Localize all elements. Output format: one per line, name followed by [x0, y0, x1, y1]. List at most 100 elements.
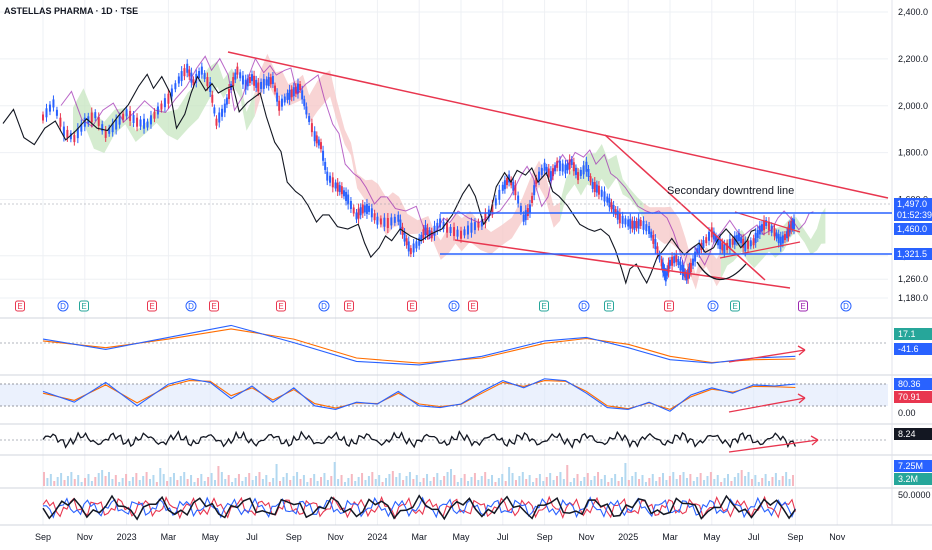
x-tick-label: Jul: [748, 532, 760, 542]
candle-body: [635, 221, 638, 229]
candle-body: [777, 234, 780, 244]
volume-bar: [323, 473, 326, 486]
candle-body: [433, 225, 436, 236]
event-marker-earnings-red[interactable]: E: [664, 300, 674, 312]
event-marker-earnings-green[interactable]: E: [539, 300, 549, 312]
secondary-downtrend-line: [604, 134, 766, 281]
event-marker-earnings-purple[interactable]: E: [798, 300, 808, 312]
momentum-arrow: [728, 439, 819, 453]
volume-bar: [716, 475, 719, 486]
candle-body: [629, 218, 632, 229]
candle-body: [650, 231, 653, 238]
volume-bar: [330, 476, 333, 486]
candle-body: [313, 131, 316, 142]
volume-bar: [744, 476, 747, 486]
candle-body: [679, 261, 682, 271]
macd-value-tag-bg: [894, 328, 932, 340]
volume-bar: [234, 478, 237, 486]
candle-body: [681, 264, 684, 275]
x-tick-label: 2025: [618, 532, 638, 542]
candle-body: [747, 240, 750, 249]
volume-bar: [316, 481, 319, 486]
candle-body: [45, 108, 48, 118]
candle-body: [600, 189, 603, 197]
y-tick-label: 2,000.0: [898, 101, 928, 111]
volume-bar: [658, 477, 661, 486]
x-tick-label: May: [452, 532, 470, 542]
event-marker-earnings-red[interactable]: E: [276, 300, 286, 312]
volume-bar: [90, 481, 93, 486]
volume-bar: [583, 477, 586, 486]
volume-bar: [398, 473, 401, 486]
candle-body: [436, 222, 439, 231]
candle-body: [125, 109, 128, 117]
volume-bar: [494, 482, 497, 486]
volume-bar: [538, 474, 541, 486]
volume-bar: [241, 481, 244, 486]
volume-bar: [53, 481, 56, 486]
drawings[interactable]: [0, 51, 892, 289]
volume-bar: [227, 475, 230, 486]
candle-body: [324, 161, 327, 170]
event-marker-earnings-red[interactable]: E: [147, 300, 157, 312]
event-label: E: [541, 302, 546, 311]
volume-bar: [169, 477, 172, 486]
event-marker-dividend[interactable]: D: [707, 300, 719, 312]
candle-body: [669, 259, 671, 266]
event-marker-dividend[interactable]: D: [578, 300, 590, 312]
candle-body: [73, 135, 76, 143]
candle-body: [340, 186, 343, 195]
volume-bar: [631, 476, 634, 486]
event-label: E: [346, 302, 351, 311]
candle-body: [728, 239, 731, 250]
event-marker-dividend[interactable]: D: [448, 300, 460, 312]
earnings-marker-box: [798, 300, 808, 312]
candle-body: [188, 69, 191, 77]
volume-bar: [326, 480, 329, 486]
volume-bar: [785, 472, 788, 486]
volume-bar: [641, 475, 644, 486]
event-marker-earnings-green[interactable]: E: [79, 300, 89, 312]
volume-bar: [480, 476, 483, 486]
event-marker-earnings-red[interactable]: E: [407, 300, 417, 312]
dividend-marker-circle: [57, 300, 69, 312]
event-marker-earnings-red[interactable]: E: [468, 300, 478, 312]
earnings-marker-box: [539, 300, 549, 312]
dividend-marker-circle: [578, 300, 590, 312]
annotation-text[interactable]: Secondary downtrend line: [667, 185, 794, 197]
event-marker-dividend[interactable]: D: [840, 300, 852, 312]
event-label: E: [800, 302, 805, 311]
candle-body: [342, 190, 345, 197]
event-marker-dividend[interactable]: D: [57, 300, 69, 312]
event-marker-earnings-red[interactable]: E: [15, 300, 25, 312]
candle-body: [773, 228, 776, 237]
volume-bar: [333, 462, 336, 486]
event-marker-earnings-green[interactable]: E: [730, 300, 740, 312]
candle-body: [303, 99, 306, 107]
event-marker-earnings-green[interactable]: E: [604, 300, 614, 312]
cloud-bull: [73, 61, 255, 154]
candle-body: [752, 238, 755, 246]
volume-bar: [107, 472, 110, 486]
candle-body: [418, 237, 421, 246]
volume-bar: [340, 475, 343, 486]
candle-body: [589, 176, 592, 183]
macd-signal-line: [42, 328, 796, 364]
candle-body: [203, 73, 206, 80]
candle-body: [163, 98, 166, 108]
event-marker-earnings-red[interactable]: E: [209, 300, 219, 312]
candle-body: [209, 82, 212, 93]
candle-body: [614, 209, 617, 216]
volume-ma-tag-bg: [894, 473, 932, 485]
event-marker-dividend[interactable]: D: [318, 300, 330, 312]
candle-body: [206, 77, 209, 87]
candle-body: [430, 231, 433, 239]
event-marker-dividend[interactable]: D: [185, 300, 197, 312]
event-label: D: [581, 302, 587, 311]
candle-body: [637, 218, 640, 229]
volume-bar: [610, 478, 613, 486]
event-marker-earnings-red[interactable]: E: [344, 300, 354, 312]
x-tick-label: Jul: [246, 532, 258, 542]
